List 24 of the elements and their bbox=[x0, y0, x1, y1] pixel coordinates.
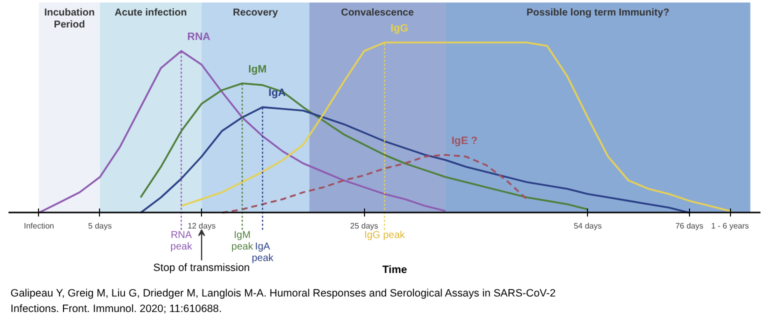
text: IgM peak bbox=[231, 230, 254, 252]
x-tick-label: 54 days bbox=[574, 222, 602, 231]
text: IgG peak bbox=[364, 230, 406, 241]
text: Galipeau Y, Greig M, Liu G, Driedger M, Langlois M-A. Humoral Responses and Serological Assays in SARS-CoV-2 Infections. Front. Immunol. 2020; 11:610688. bbox=[10, 288, 556, 316]
text: Acute infection bbox=[114, 8, 187, 19]
x-axis-title: Time bbox=[382, 264, 408, 276]
x-tick-label: 25 days bbox=[350, 222, 378, 231]
x-tick-label: 1 - 6 years bbox=[711, 222, 749, 231]
text: Incubation Period bbox=[44, 8, 95, 31]
series-label: IgM bbox=[248, 63, 267, 76]
text: Recovery bbox=[232, 8, 278, 19]
text: Stop of transmission bbox=[153, 262, 250, 274]
series-label: IgA bbox=[268, 87, 286, 100]
text: IgA peak bbox=[252, 242, 274, 264]
series-label: RNA bbox=[187, 31, 211, 44]
x-tick-label: 76 days bbox=[675, 222, 704, 231]
x-tick-label: 12 days bbox=[188, 222, 216, 231]
series-label: IgG bbox=[390, 22, 408, 35]
x-tick-label: Infection bbox=[24, 222, 54, 231]
x-tick-label: 5 days bbox=[88, 222, 112, 231]
series-label: IgE ? bbox=[451, 134, 478, 147]
text: RNA peak bbox=[170, 230, 194, 252]
text: Possible long term Immunity? bbox=[526, 8, 670, 19]
text: Convalescence bbox=[340, 8, 414, 19]
